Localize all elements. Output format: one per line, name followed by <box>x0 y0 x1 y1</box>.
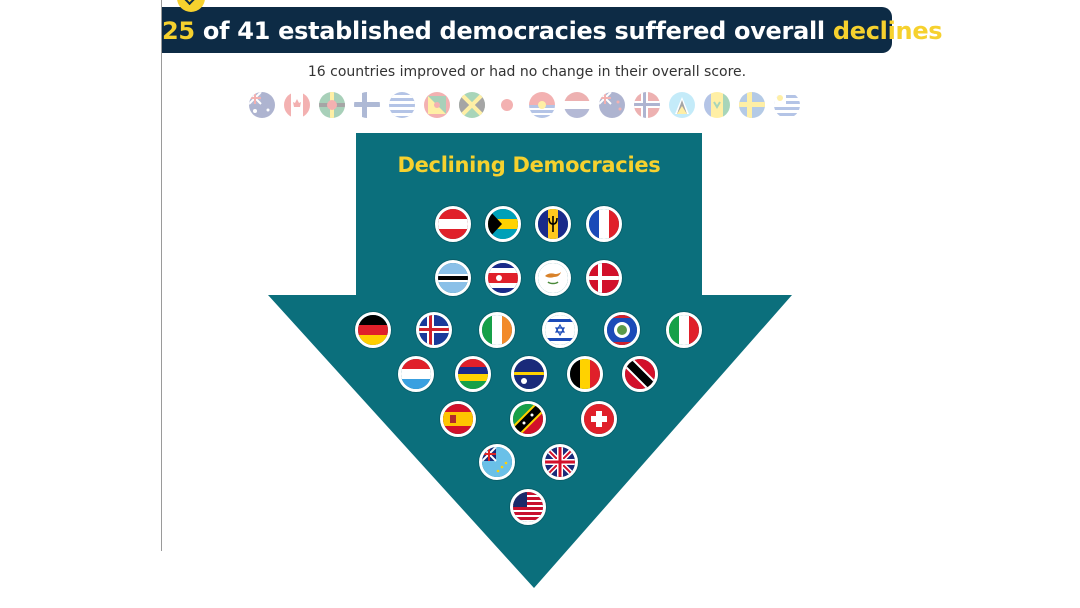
iceland-flag <box>416 312 452 348</box>
nauru-flag <box>511 356 547 392</box>
netherlands-flag <box>564 92 590 118</box>
greece-flag <box>389 92 415 118</box>
belgium-flag <box>567 356 603 392</box>
arrow-title: Declining Democracies <box>397 153 661 177</box>
header-banner: 25 of 41 established democracies suffere… <box>162 7 943 53</box>
israel-flag <box>542 312 578 348</box>
cyprus-flag <box>535 260 571 296</box>
saint-lucia-flag <box>669 92 695 118</box>
japan-flag <box>494 92 520 118</box>
france-flag <box>586 206 622 242</box>
barbados-flag <box>535 206 571 242</box>
austria-flag <box>435 206 471 242</box>
norway-flag <box>634 92 660 118</box>
header-title: 25 of 41 established democracies suffere… <box>162 17 943 45</box>
saint-vincent-flag <box>704 92 730 118</box>
canada-flag <box>284 92 310 118</box>
improved-summary: 16 countries improved or had no change i… <box>307 64 747 80</box>
spain-flag <box>440 401 476 437</box>
luxembourg-flag <box>398 356 434 392</box>
tuvalu-flag <box>479 444 515 480</box>
mauritius-flag <box>455 356 491 392</box>
denmark-flag <box>586 260 622 296</box>
header-highlight: declines <box>832 17 943 45</box>
kiribati-flag <box>529 92 555 118</box>
finland-flag <box>354 92 380 118</box>
italy-flag <box>666 312 702 348</box>
jamaica-flag <box>459 92 485 118</box>
header-count: 25 <box>162 17 195 45</box>
new-zealand-flag <box>599 92 625 118</box>
belize-flag <box>604 312 640 348</box>
chevron-down-icon <box>177 0 205 12</box>
ireland-flag <box>479 312 515 348</box>
grenada-flag <box>424 92 450 118</box>
bahamas-flag <box>485 206 521 242</box>
trinidad-flag <box>622 356 658 392</box>
united-kingdom-flag <box>542 444 578 480</box>
sweden-flag <box>739 92 765 118</box>
saint-kitts-flag <box>510 401 546 437</box>
switzerland-flag <box>581 401 617 437</box>
united-states-flag <box>510 489 546 525</box>
uruguay-flag <box>774 92 800 118</box>
australia-flag <box>249 92 275 118</box>
botswana-flag <box>435 260 471 296</box>
dominica-flag <box>319 92 345 118</box>
costa-rica-flag <box>485 260 521 296</box>
header-middle: of 41 established democracies suffered o… <box>202 17 825 45</box>
germany-flag <box>355 312 391 348</box>
page-divider-line <box>161 0 162 551</box>
